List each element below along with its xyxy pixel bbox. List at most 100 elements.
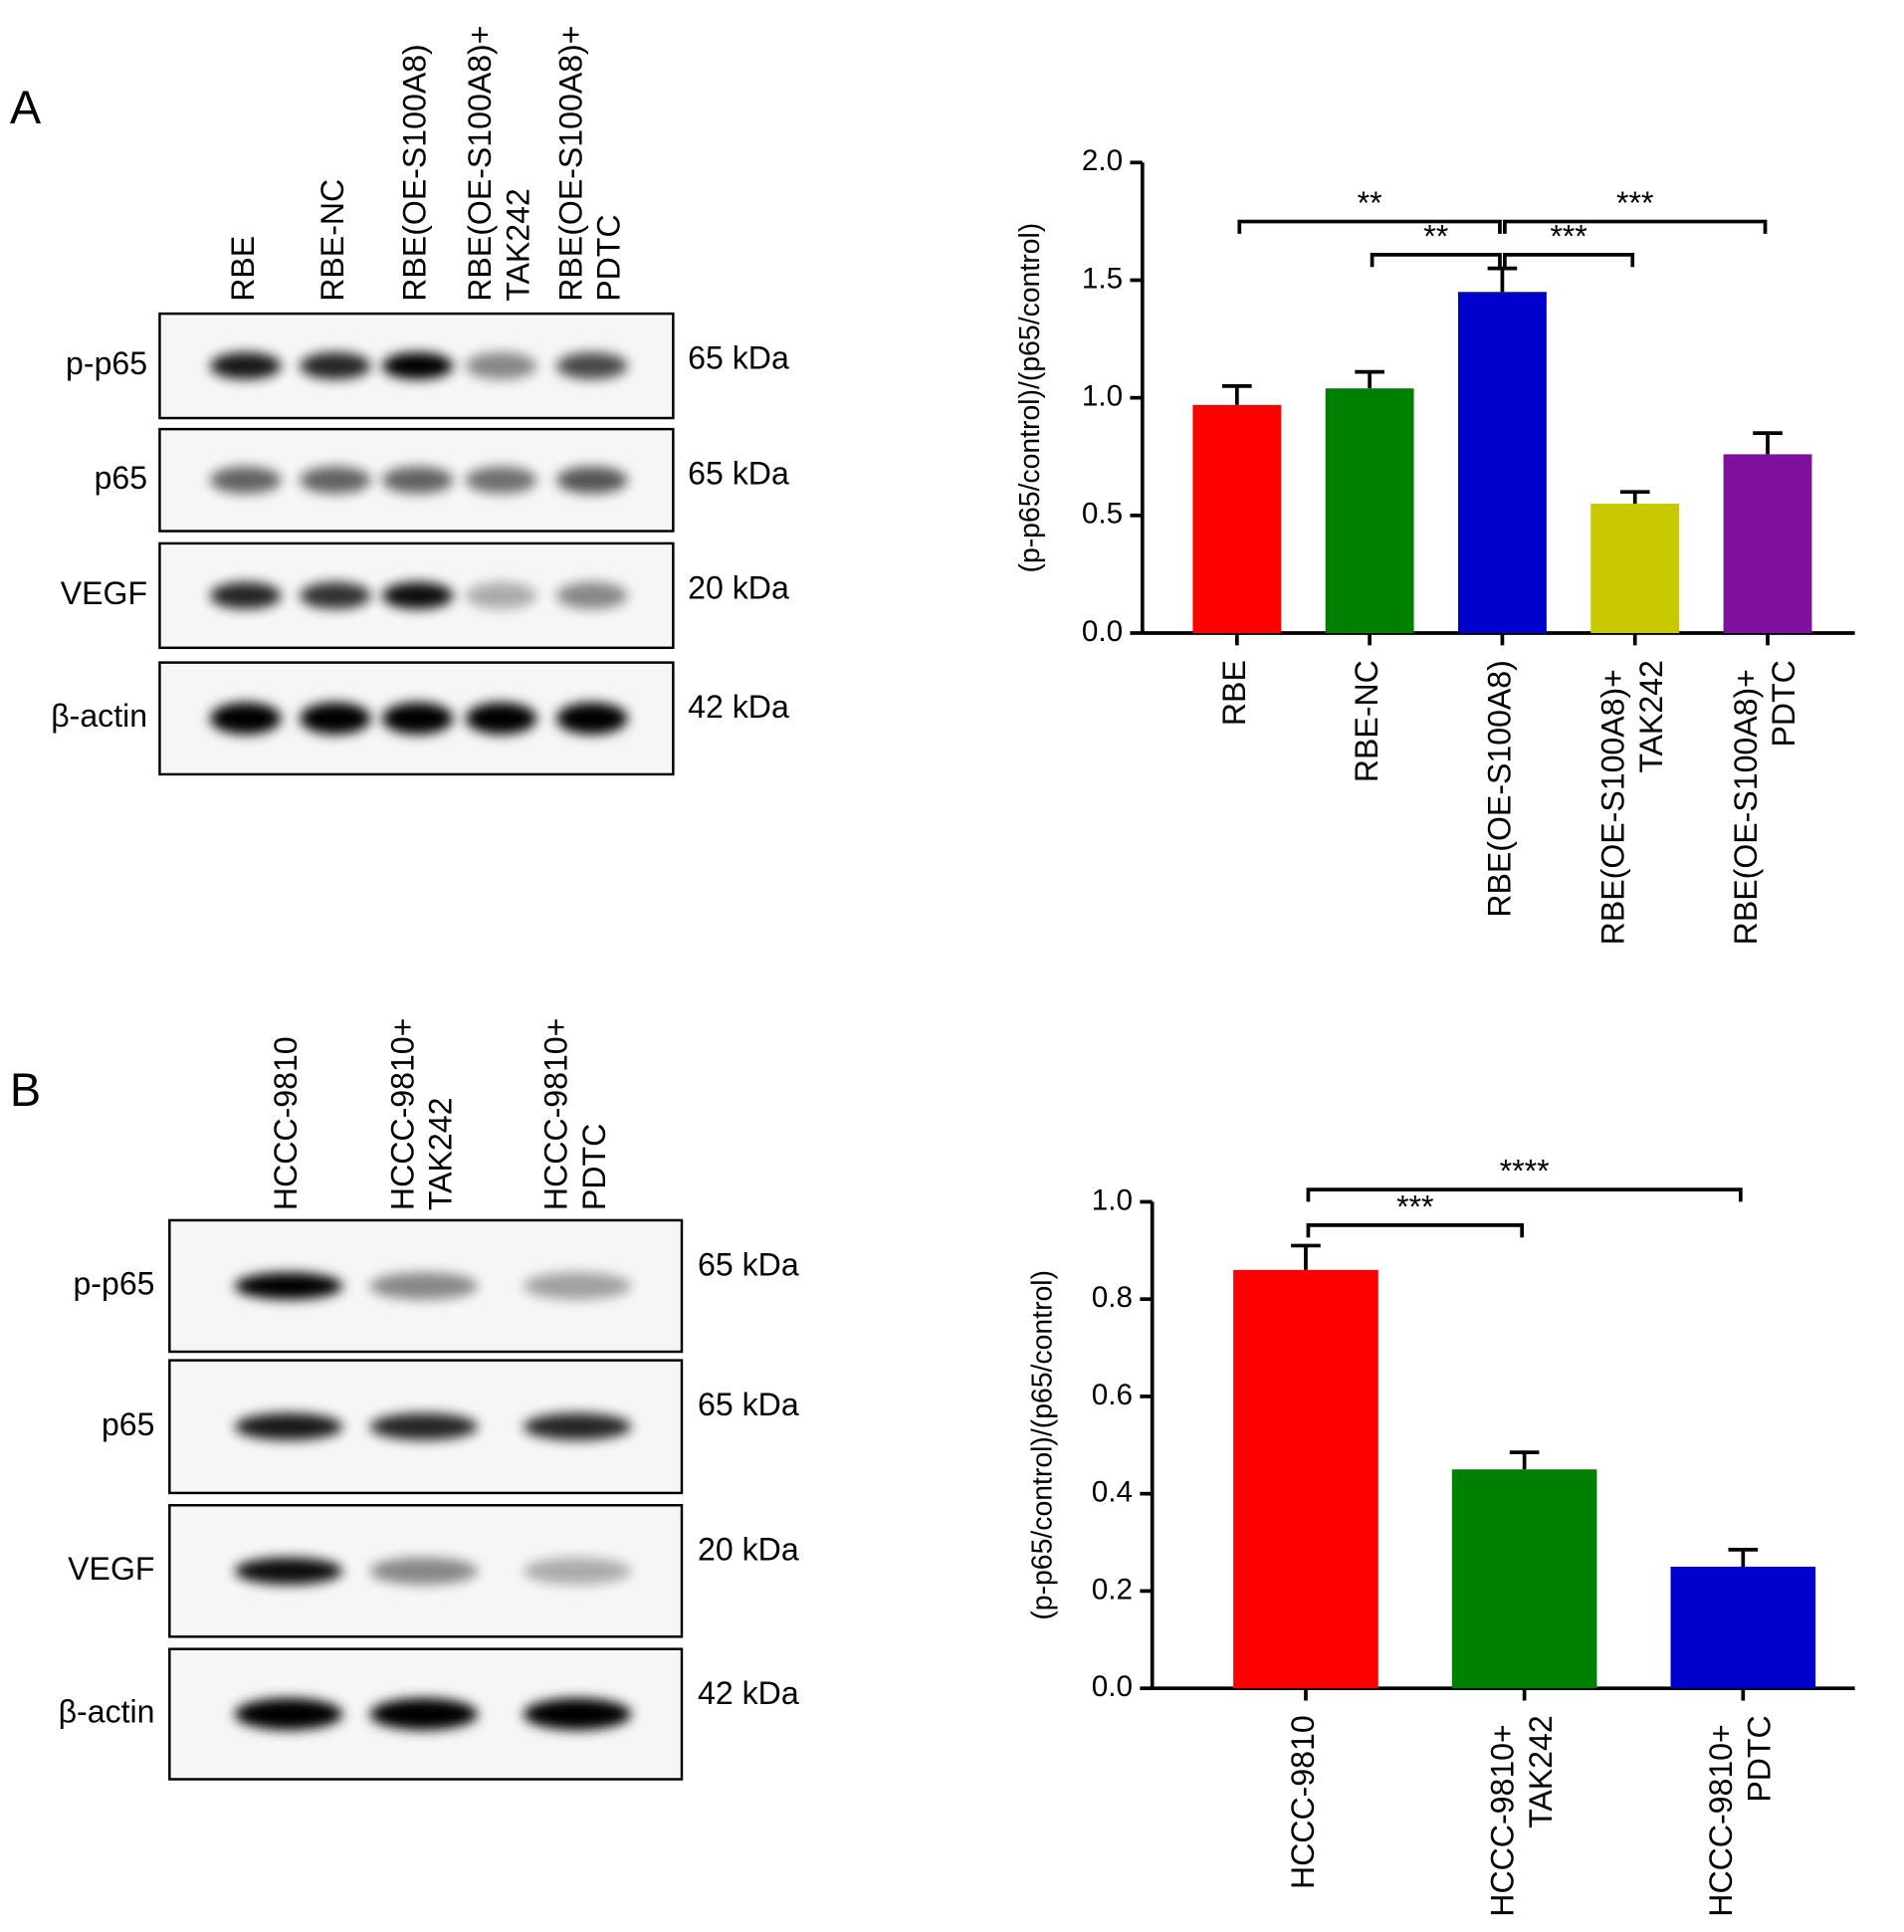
x-tick-label: HCCC-9810+ PDTC xyxy=(1704,1715,1778,1916)
blot-band xyxy=(369,1272,479,1300)
protein-label: β-actin xyxy=(51,698,147,734)
protein-label: p-p65 xyxy=(66,345,147,381)
bar xyxy=(1590,504,1680,634)
protein-label: p65 xyxy=(95,460,148,496)
significance-label: ** xyxy=(1358,185,1382,221)
y-tick-label: 1.5 xyxy=(1082,262,1123,295)
significance-bracket xyxy=(1503,253,1635,268)
bar xyxy=(1325,388,1414,634)
blot-band xyxy=(381,351,454,380)
x-tick-label: RBE(OE-S100A8)+ TAK242 xyxy=(1595,660,1669,945)
size-label: 65 kDa xyxy=(688,455,789,491)
size-label: 42 kDa xyxy=(688,689,789,725)
lane-label: RBE-NC xyxy=(315,179,350,302)
blot-band xyxy=(234,1698,343,1731)
significance-bracket xyxy=(1370,253,1502,268)
x-tick-label: RBE(OE-S100A8)+ PDTC xyxy=(1728,660,1801,945)
size-label: 20 kDa xyxy=(698,1532,799,1568)
protein-label: VEGF xyxy=(61,575,147,611)
x-tick-label: HCCC-9810 xyxy=(1285,1715,1321,1889)
blot-band xyxy=(300,581,371,609)
significance-label: ** xyxy=(1423,218,1448,254)
bar xyxy=(1451,1469,1597,1689)
bar xyxy=(1457,292,1547,634)
blot-band xyxy=(523,1412,632,1440)
blot-band xyxy=(556,466,628,494)
blot-band xyxy=(465,702,537,735)
y-axis-label: (p-p65/control)/(p65/control) xyxy=(1014,223,1046,573)
lane-label: RBE(OE-S100A8) xyxy=(397,44,433,302)
y-tick-label: 1.0 xyxy=(1092,1183,1133,1216)
size-label: 42 kDa xyxy=(698,1675,799,1711)
significance-label: **** xyxy=(1500,1154,1550,1189)
blot-band xyxy=(381,466,454,494)
significance-label: *** xyxy=(1550,218,1587,254)
blot-band xyxy=(210,702,282,735)
lane-label: RBE xyxy=(225,236,261,302)
size-label: 65 kDa xyxy=(688,339,789,375)
x-tick-label: RBE xyxy=(1216,660,1252,726)
panel-label: B xyxy=(10,1064,41,1116)
blot-band xyxy=(234,1412,343,1440)
blot-band xyxy=(300,466,371,494)
significance-bracket xyxy=(1237,219,1502,234)
y-tick-label: 0.5 xyxy=(1082,498,1123,531)
lane-label: RBE(OE-S100A8)+ TAK242 xyxy=(463,17,536,302)
panel-label: A xyxy=(10,82,42,133)
x-tick-label: RBE-NC xyxy=(1350,660,1385,782)
blot-band xyxy=(369,1557,479,1585)
blot-band xyxy=(234,1272,343,1300)
x-tick-label: RBE(OE-S100A8) xyxy=(1482,660,1518,918)
blot-band xyxy=(523,1698,632,1731)
y-tick-label: 0.4 xyxy=(1092,1476,1133,1509)
blot-band xyxy=(465,581,537,609)
blot-band xyxy=(465,466,537,494)
y-tick-label: 1.0 xyxy=(1082,379,1123,412)
bar xyxy=(1233,1269,1378,1689)
blot-band xyxy=(556,702,628,735)
blot-band xyxy=(556,351,628,380)
blot-band xyxy=(300,702,371,735)
blot-band xyxy=(523,1272,632,1300)
blot-band xyxy=(556,581,628,609)
blot-band xyxy=(210,466,282,494)
size-label: 20 kDa xyxy=(688,569,789,605)
y-tick-label: 2.0 xyxy=(1082,144,1123,177)
lane-label: HCCC-9810 xyxy=(269,1036,305,1210)
blot-band xyxy=(369,1698,479,1731)
protein-label: β-actin xyxy=(59,1694,155,1730)
protein-label: VEGF xyxy=(68,1551,154,1587)
blot-band xyxy=(465,351,537,380)
protein-label: p-p65 xyxy=(73,1265,154,1301)
significance-label: *** xyxy=(1396,1188,1433,1224)
bar xyxy=(1723,454,1812,634)
blot-band xyxy=(210,351,282,380)
significance-label: *** xyxy=(1616,185,1653,221)
y-tick-label: 0.6 xyxy=(1092,1379,1133,1411)
blot-band xyxy=(381,581,454,609)
significance-bracket xyxy=(1306,1223,1525,1238)
bar xyxy=(1670,1566,1816,1689)
blot-band xyxy=(381,702,454,735)
significance-bracket xyxy=(1306,1187,1743,1202)
protein-label: p65 xyxy=(102,1406,155,1442)
x-tick-label: HCCC-9810+ TAK242 xyxy=(1485,1715,1559,1916)
blot-band xyxy=(234,1557,343,1585)
lane-label: RBE(OE-S100A8)+ PDTC xyxy=(553,17,627,302)
size-label: 65 kDa xyxy=(698,1246,799,1282)
size-label: 65 kDa xyxy=(698,1387,799,1422)
y-tick-label: 0.8 xyxy=(1092,1281,1133,1314)
y-tick-label: 0.2 xyxy=(1092,1573,1133,1606)
lane-label: HCCC-9810+ TAK242 xyxy=(385,1009,459,1210)
bar xyxy=(1192,404,1282,634)
blot-band xyxy=(369,1412,479,1440)
y-axis-label: (p-p65/control)/(p65/control) xyxy=(1027,1270,1059,1620)
blot-band xyxy=(300,351,371,380)
blot-band xyxy=(523,1557,632,1585)
blot-band xyxy=(210,581,282,609)
y-tick-label: 0.0 xyxy=(1082,615,1123,648)
y-tick-label: 0.0 xyxy=(1092,1670,1133,1703)
lane-label: HCCC-9810+ PDTC xyxy=(538,1009,612,1210)
